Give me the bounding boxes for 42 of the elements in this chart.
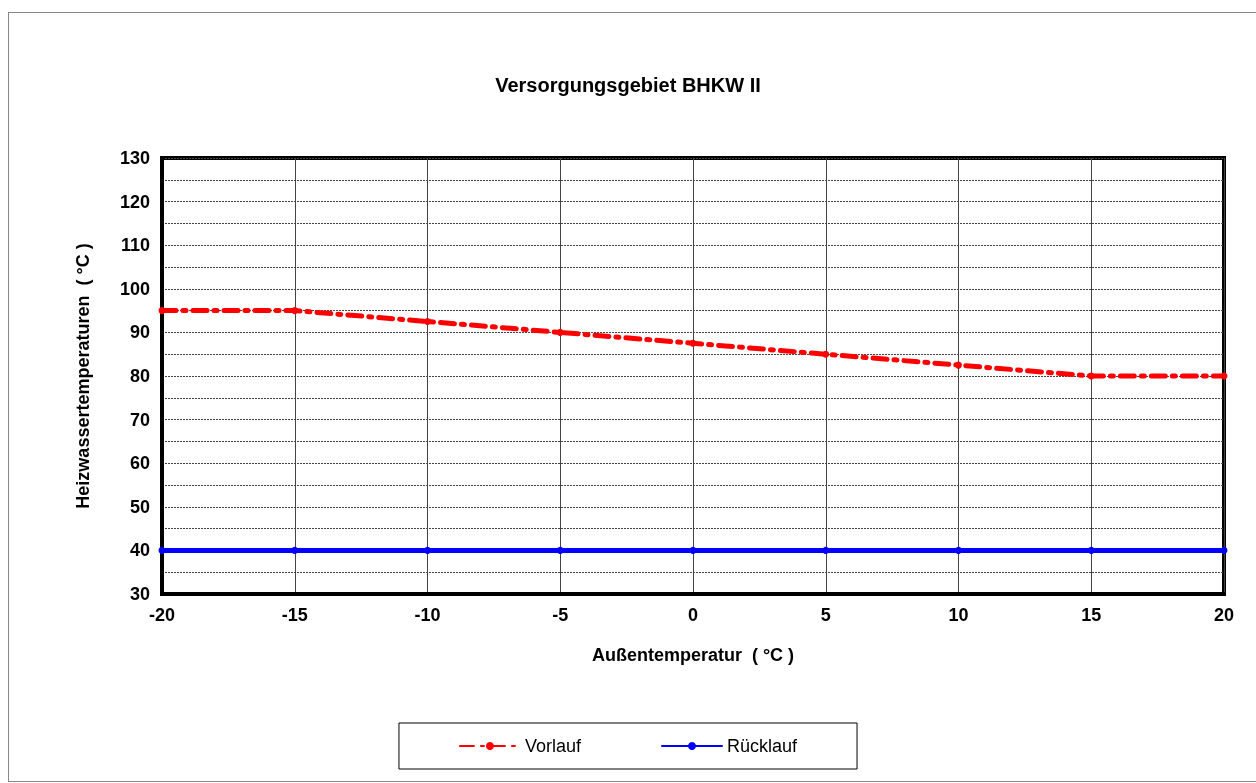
chart-title: Versorgungsgebiet BHKW II bbox=[495, 74, 761, 96]
y-tick-label: 40 bbox=[129, 540, 150, 561]
y-tick-label: 80 bbox=[129, 366, 150, 386]
x-tick-label: 10 bbox=[948, 605, 969, 625]
point bbox=[955, 361, 962, 369]
legend-label: Rücklauf bbox=[727, 736, 799, 756]
point bbox=[689, 546, 697, 554]
x-tick-label: -20 bbox=[148, 605, 176, 625]
y-tick-label: 60 bbox=[129, 453, 150, 474]
y-tick-label: 130 bbox=[119, 148, 150, 168]
point bbox=[689, 339, 697, 347]
point bbox=[1220, 546, 1228, 554]
point bbox=[556, 546, 564, 554]
point bbox=[1087, 546, 1095, 554]
x-tick-label: -10 bbox=[414, 605, 441, 625]
y-tick-label: 100 bbox=[119, 278, 150, 299]
point bbox=[291, 307, 299, 315]
y-tick-label: 70 bbox=[129, 409, 150, 430]
x-tick-label: 0 bbox=[687, 605, 699, 625]
y-tick-label: 50 bbox=[129, 496, 150, 517]
y-axis-title: Heizwassertemperaturen ( °C ) bbox=[73, 243, 93, 509]
point bbox=[822, 350, 830, 358]
point bbox=[158, 546, 166, 554]
point bbox=[424, 318, 431, 325]
point bbox=[424, 546, 431, 554]
point bbox=[291, 546, 299, 554]
x-tick-label: 20 bbox=[1213, 605, 1235, 625]
y-tick-label: 90 bbox=[129, 322, 150, 343]
x-tick-label: -15 bbox=[281, 605, 308, 625]
y-tick-label: 120 bbox=[119, 191, 150, 212]
x-tick-label: -5 bbox=[552, 605, 569, 625]
y-tick-label: 110 bbox=[120, 235, 150, 256]
y-tick-label: 30 bbox=[129, 584, 150, 604]
x-axis-title: Außentemperatur ( °C ) bbox=[591, 645, 795, 665]
x-tick-label: 5 bbox=[820, 605, 831, 625]
point bbox=[822, 546, 830, 554]
legend-label: Vorlauf bbox=[524, 736, 582, 756]
point bbox=[556, 328, 564, 336]
point bbox=[955, 546, 962, 554]
point bbox=[158, 307, 166, 315]
point bbox=[1087, 372, 1095, 380]
x-tick-label: 15 bbox=[1081, 605, 1102, 625]
